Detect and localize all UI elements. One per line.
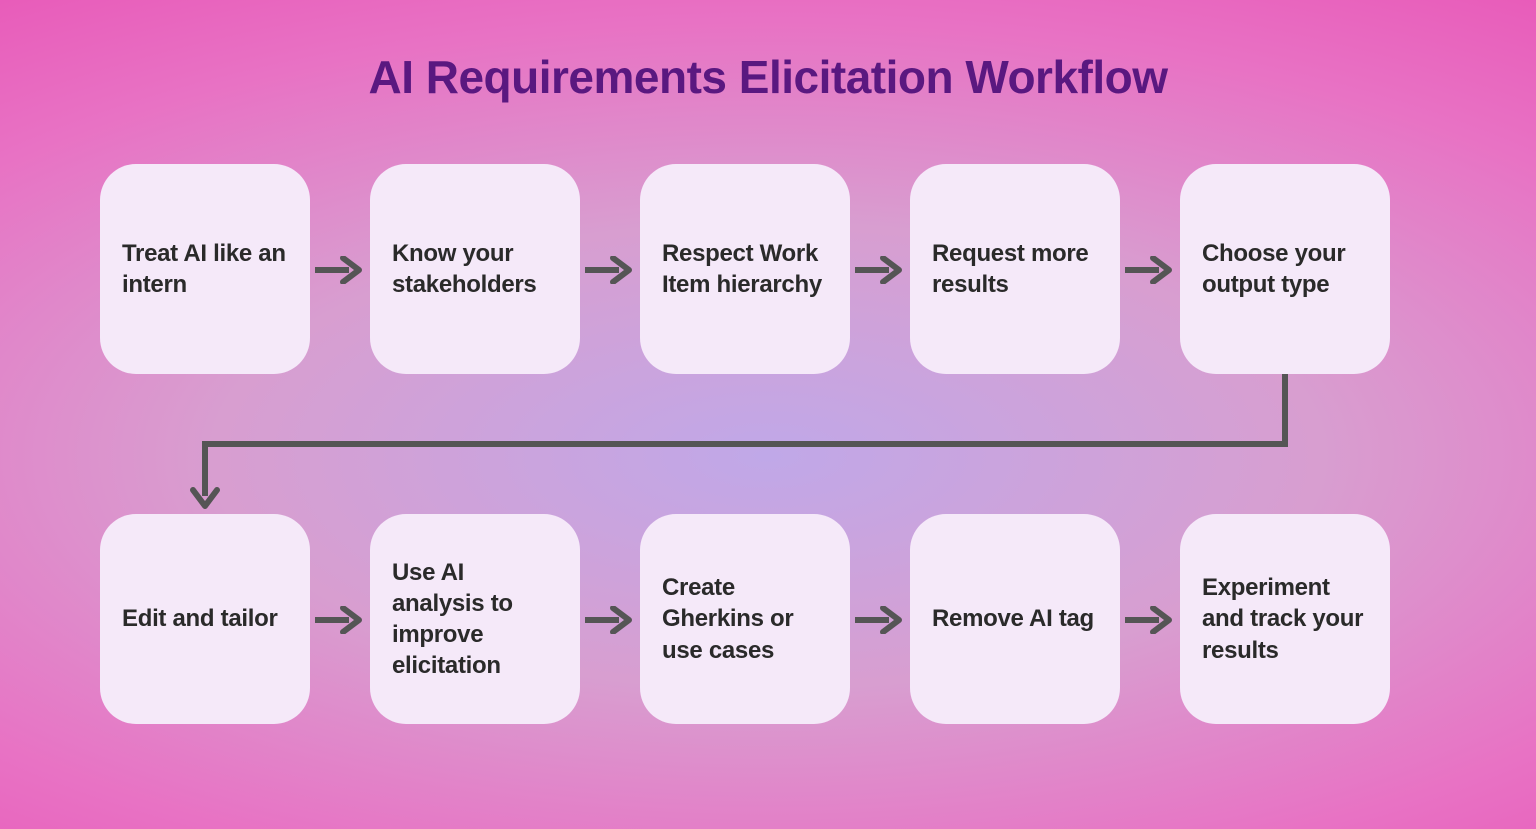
arrow-right-icon [313, 256, 367, 284]
flow-node-8: Create Gherkins or use cases [640, 514, 850, 724]
arrow-right-icon [853, 256, 907, 284]
node-label: Use AI analysis to improve elicitation [392, 557, 558, 682]
node-label: Request more results [932, 238, 1098, 300]
arrow-right-icon [1123, 606, 1177, 634]
node-label: Experiment and track your results [1202, 572, 1368, 666]
diagram-container: AI Requirements Elicitation Workflow Tre… [0, 0, 1536, 829]
arrow-right-icon [583, 606, 637, 634]
flow-node-5: Choose your output type [1180, 164, 1390, 374]
arrow-right-icon [853, 606, 907, 634]
flow-node-1: Treat AI like an intern [100, 164, 310, 374]
node-label: Edit and tailor [122, 603, 278, 634]
flow-node-7: Use AI analysis to improve elicitation [370, 514, 580, 724]
flow-node-9: Remove AI tag [910, 514, 1120, 724]
node-label: Create Gherkins or use cases [662, 572, 828, 666]
node-label: Choose your output type [1202, 238, 1368, 300]
node-label: Respect Work Item hierarchy [662, 238, 828, 300]
flow-node-10: Experiment and track your results [1180, 514, 1390, 724]
flow-node-4: Request more results [910, 164, 1120, 374]
node-label: Treat AI like an intern [122, 238, 288, 300]
diagram-title: AI Requirements Elicitation Workflow [0, 50, 1536, 104]
flow-node-2: Know your stakeholders [370, 164, 580, 374]
node-label: Know your stakeholders [392, 238, 558, 300]
node-label: Remove AI tag [932, 603, 1094, 634]
arrow-right-icon [583, 256, 637, 284]
flow-node-6: Edit and tailor [100, 514, 310, 724]
arrow-right-icon [1123, 256, 1177, 284]
arrow-right-icon [313, 606, 367, 634]
flow-area: Treat AI like an intern Know your stakeh… [0, 164, 1536, 764]
flow-node-3: Respect Work Item hierarchy [640, 164, 850, 374]
wrap-connector [180, 374, 1300, 524]
